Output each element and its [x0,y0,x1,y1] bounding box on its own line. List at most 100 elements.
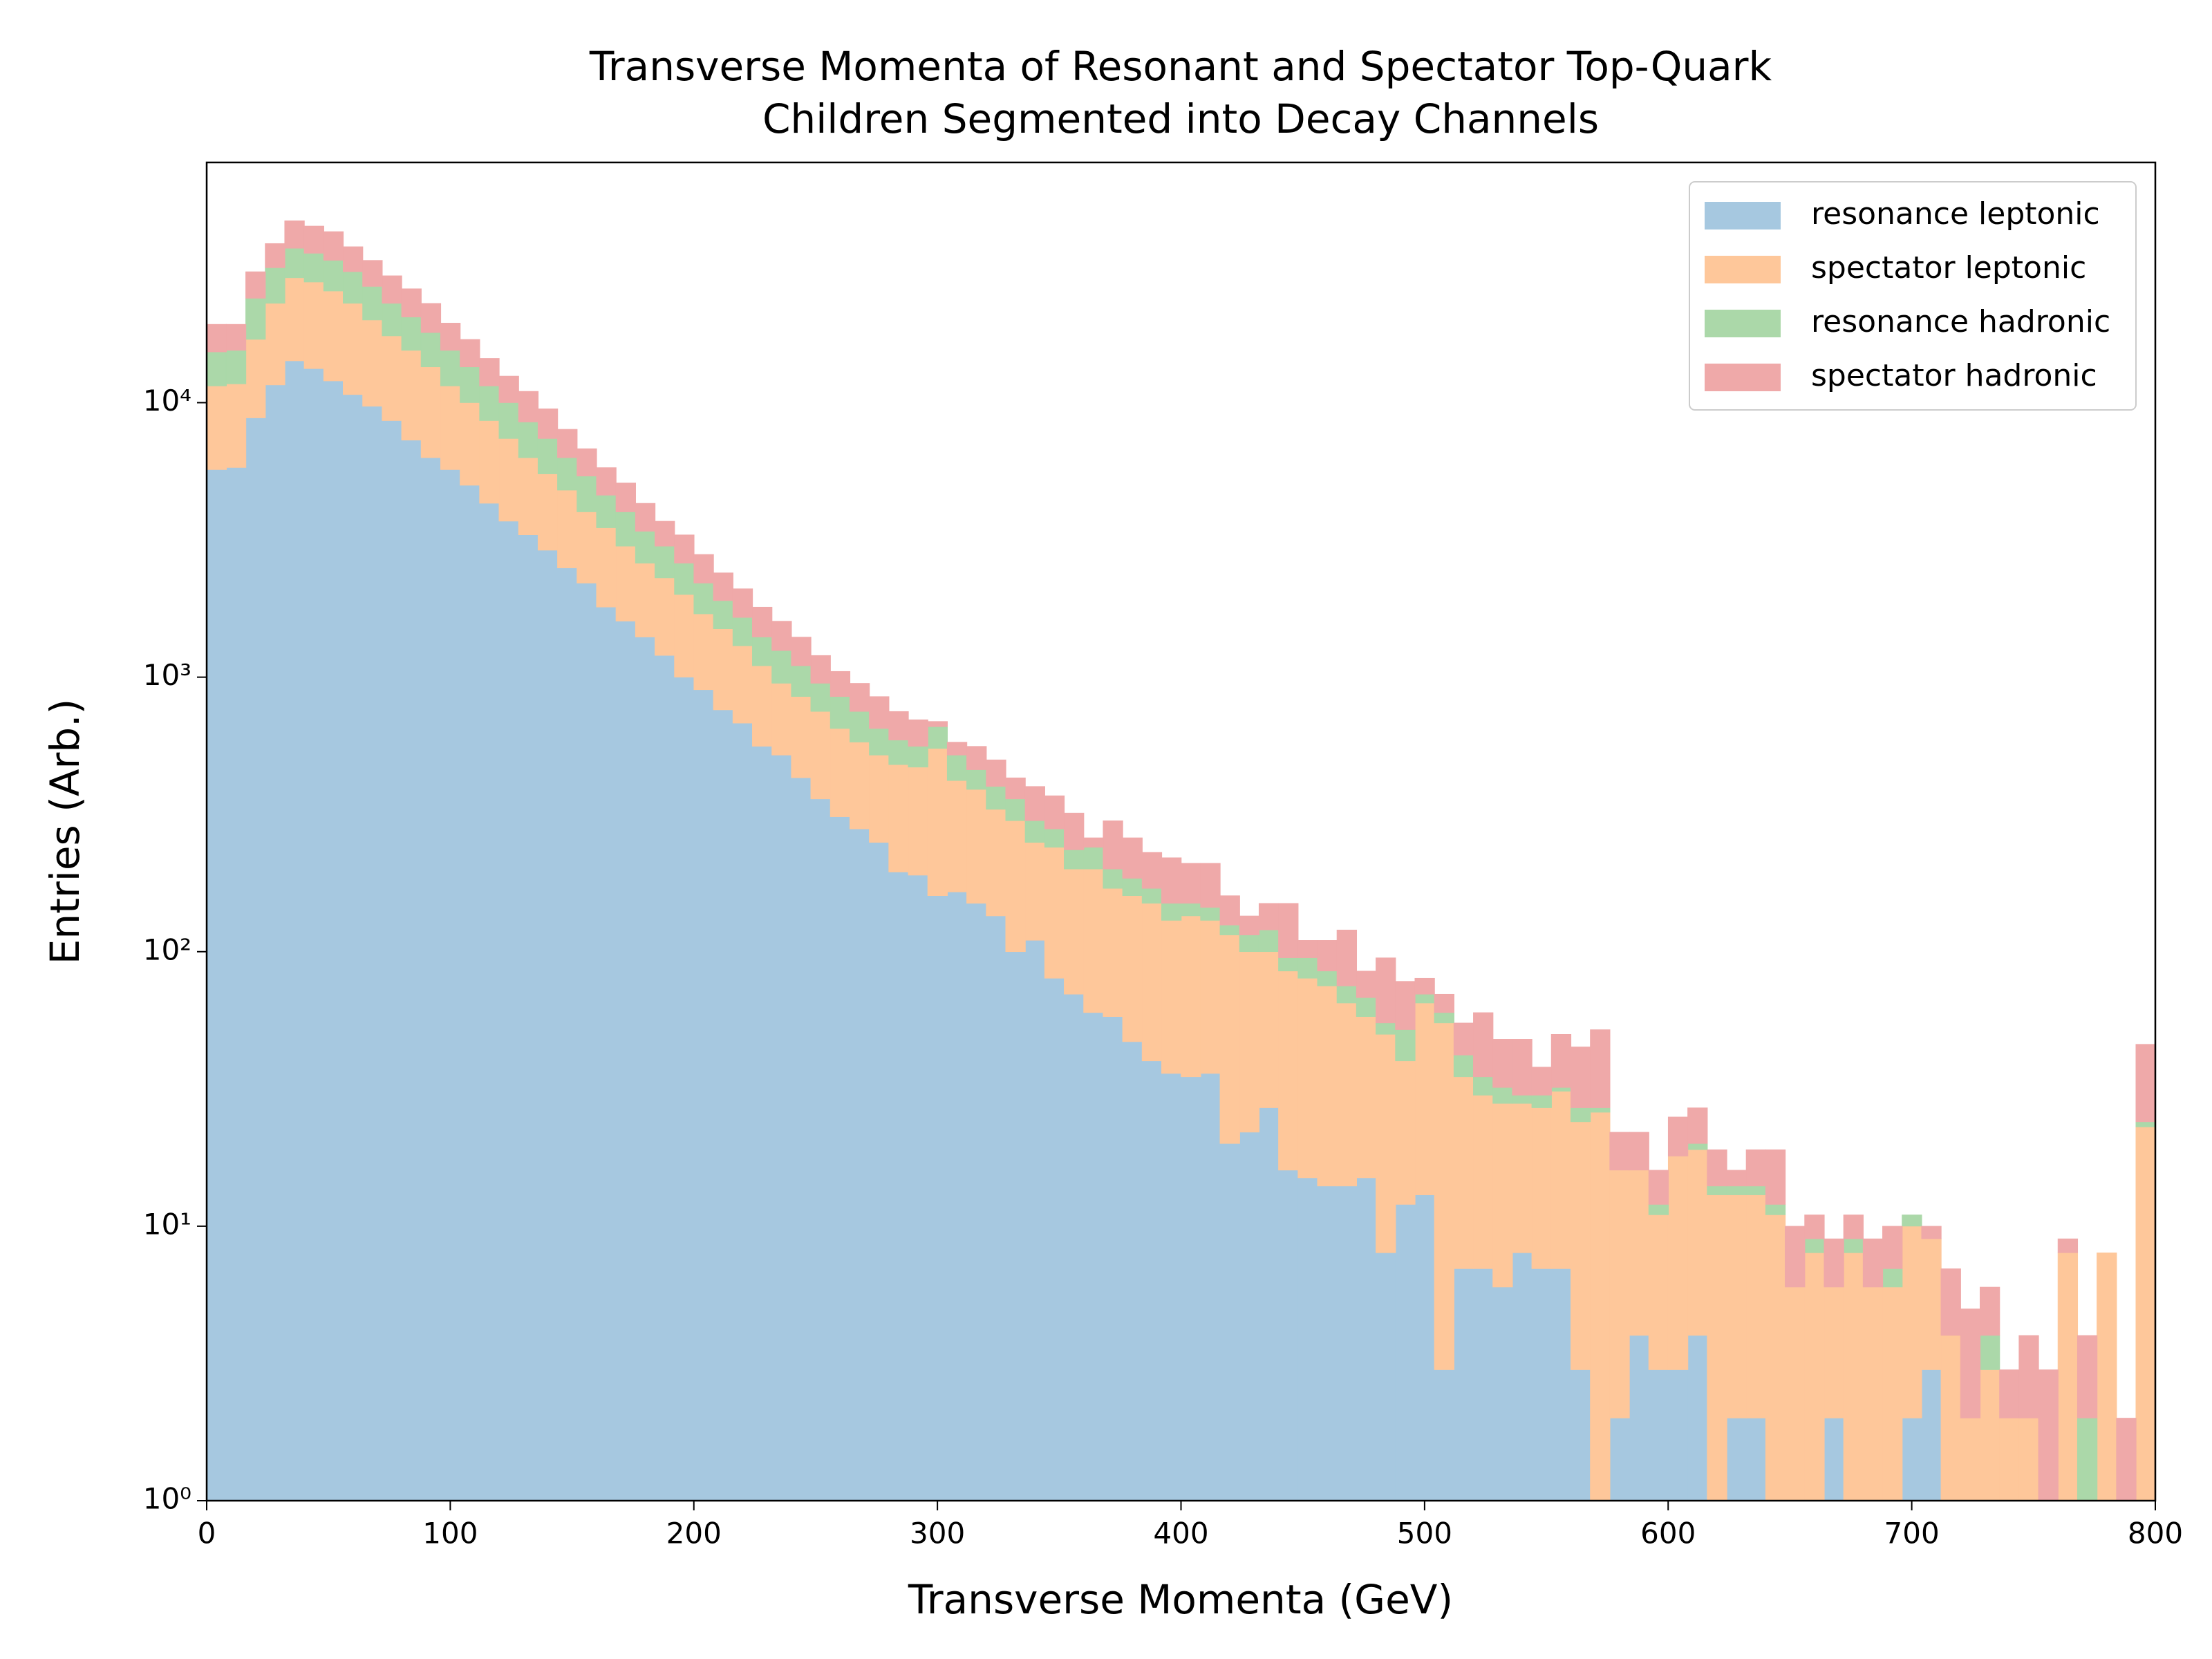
histogram-bar [1278,903,1299,958]
histogram-bar [1434,1369,1454,1501]
histogram-bar [537,550,559,1501]
histogram-bar [1609,1418,1630,1501]
histogram-bar [323,380,344,1501]
histogram-bar [713,600,733,630]
histogram-bar [1103,868,1123,889]
histogram-bar [479,503,500,1501]
histogram-bar [1064,850,1085,870]
legend-box [1689,181,2137,411]
histogram-bar [1512,1039,1533,1096]
histogram-bar [1804,1253,1825,1501]
histogram-bar [1882,1286,1903,1501]
histogram-bar [946,742,968,756]
histogram-bar [908,746,928,768]
histogram-bar [518,534,539,1501]
histogram-bar [1979,1335,2000,1370]
histogram-bar [1824,1286,1844,1418]
histogram-bar [1103,888,1123,1018]
histogram-bar [1453,1055,1474,1078]
histogram-bar [596,495,617,528]
histogram-bar [1376,1033,1396,1253]
histogram-bar [2057,1253,2079,1501]
histogram-bar [1999,1418,2020,1501]
histogram-bar [557,429,578,458]
histogram-bar [401,288,422,318]
histogram-bar [1824,1238,1844,1288]
histogram-bar [946,892,968,1501]
histogram-bar [323,231,344,261]
histogram-bar [1707,1185,1727,1195]
histogram-bar [2097,1253,2117,1501]
histogram-bar [830,671,851,697]
histogram-bar [1687,1143,1708,1150]
histogram-bar [791,777,812,1501]
legend-swatch [1705,364,1781,391]
histogram-bar [635,503,656,532]
histogram-bar [1395,1029,1416,1062]
histogram-bar [1356,997,1377,1018]
histogram-bar [1181,1076,1201,1501]
y-tick-label: 10³ [143,658,191,692]
histogram-bar [1317,940,1338,972]
histogram-bar [1804,1215,1825,1239]
histogram-bar [1200,920,1221,1074]
histogram-bar [674,563,695,595]
histogram-bar [1024,820,1045,843]
histogram-bar [1336,1185,1358,1501]
histogram-bar [655,577,675,656]
histogram-bar [1219,895,1240,926]
histogram-bar [1219,1143,1240,1501]
histogram-bar [927,895,948,1501]
histogram-bar [830,728,851,817]
legend-label: resonance hadronic [1811,304,2110,339]
histogram-bar [1843,1253,1864,1501]
histogram-bar [2018,1335,2039,1418]
histogram-bar [752,746,773,1501]
histogram-bar [303,368,324,1501]
histogram-bar [440,350,461,386]
chart-title: Children Segmented into Decay Channels [762,95,1599,142]
histogram-bar [791,665,812,697]
x-tick-label: 200 [666,1517,722,1550]
histogram-bar [206,351,227,386]
histogram-bar [1083,868,1104,1013]
histogram-bar [791,696,812,778]
histogram-bar [362,260,383,287]
histogram-bar [1336,1002,1358,1187]
histogram-bar [1181,915,1201,1078]
histogram-bar [498,438,519,522]
histogram-bar [655,521,675,547]
histogram-bar [2135,1126,2156,1501]
histogram-bar [1765,1204,1786,1215]
histogram-bar [498,402,519,439]
histogram-bar [674,594,695,677]
histogram-bar [1726,1194,1747,1418]
histogram-bar [1122,837,1143,879]
histogram-bar [479,420,500,504]
histogram-bar [655,655,675,1501]
histogram-bar [771,683,792,756]
histogram-bar [1181,863,1201,904]
y-tick-label: 10² [143,932,191,966]
histogram-bar [1667,1369,1689,1501]
histogram-bar [946,755,968,781]
histogram-bar [245,298,266,340]
x-tick-label: 800 [2128,1517,2183,1550]
histogram-bar [1005,777,1026,800]
histogram-bar [479,386,500,421]
histogram-bar [2077,1418,2098,1501]
histogram-bar [460,485,480,1501]
histogram-bar [1239,1132,1260,1501]
histogram-bar [1921,1369,1942,1501]
histogram-bar [1473,1268,1494,1501]
histogram-bar [284,221,305,249]
histogram-bar [343,394,364,1501]
histogram-bar [1609,1132,1630,1171]
histogram-bar [869,842,890,1501]
histogram-bar [810,655,831,684]
histogram-bar [1219,935,1240,1144]
histogram-bar [732,646,753,724]
chart-title: Transverse Momenta of Resonant and Spect… [589,43,1772,90]
histogram-bar [849,742,870,830]
